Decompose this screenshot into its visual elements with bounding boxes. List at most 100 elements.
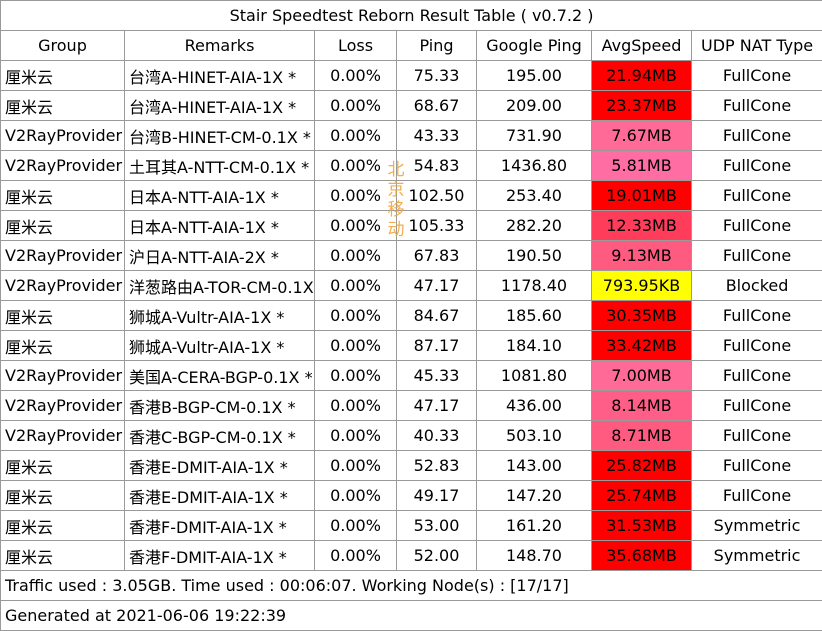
ping-cell: 52.83 — [397, 451, 477, 481]
loss-cell: 0.00% — [315, 271, 397, 301]
ping-cell: 105.33 — [397, 211, 477, 241]
ping-cell: 45.33 — [397, 361, 477, 391]
loss-cell: 0.00% — [315, 301, 397, 331]
title-row: Stair Speedtest Reborn Result Table ( v0… — [1, 1, 822, 31]
ping-cell: 54.83 — [397, 151, 477, 181]
loss-cell: 0.00% — [315, 421, 397, 451]
remarks-cell: 洋葱路由A-TOR-CM-0.1X — [125, 271, 315, 301]
loss-cell: 0.00% — [315, 481, 397, 511]
udp-nat-type-cell: FullCone — [692, 211, 822, 241]
remarks-cell: 狮城A-Vultr-AIA-1X * — [125, 331, 315, 361]
header-ping: Ping — [397, 31, 477, 61]
google-ping-cell: 731.90 — [477, 121, 592, 151]
ping-cell: 68.67 — [397, 91, 477, 121]
google-ping-cell: 161.20 — [477, 511, 592, 541]
loss-cell: 0.00% — [315, 391, 397, 421]
group-cell: 厘米云 — [1, 511, 125, 541]
ping-cell: 49.17 — [397, 481, 477, 511]
group-cell: V2RayProvider — [1, 421, 125, 451]
ping-cell: 75.33 — [397, 61, 477, 91]
udp-nat-type-cell: FullCone — [692, 391, 822, 421]
remarks-cell: 香港E-DMIT-AIA-1X * — [125, 451, 315, 481]
google-ping-cell: 195.00 — [477, 61, 592, 91]
header-row: Group Remarks Loss Ping Google Ping AvgS… — [1, 31, 822, 61]
remarks-cell: 香港F-DMIT-AIA-1X * — [125, 511, 315, 541]
ping-cell: 84.67 — [397, 301, 477, 331]
ping-cell: 47.17 — [397, 271, 477, 301]
table-title: Stair Speedtest Reborn Result Table ( v0… — [1, 1, 822, 31]
google-ping-cell: 1436.80 — [477, 151, 592, 181]
remarks-cell: 沪日A-NTT-AIA-2X * — [125, 241, 315, 271]
avg-speed-cell: 25.74MB — [592, 481, 692, 511]
google-ping-cell: 184.10 — [477, 331, 592, 361]
group-cell: 厘米云 — [1, 301, 125, 331]
remarks-cell: 美国A-CERA-BGP-0.1X * — [125, 361, 315, 391]
watermark-char: 移 — [386, 200, 406, 220]
udp-nat-type-cell: FullCone — [692, 361, 822, 391]
udp-nat-type-cell: Blocked — [692, 271, 822, 301]
loss-cell: 0.00% — [315, 151, 397, 181]
group-cell: 厘米云 — [1, 181, 125, 211]
group-cell: 厘米云 — [1, 61, 125, 91]
header-group: Group — [1, 31, 125, 61]
remarks-cell: 香港C-BGP-CM-0.1X * — [125, 421, 315, 451]
loss-cell: 0.00% — [315, 91, 397, 121]
watermark-text: 北京移动 — [386, 160, 406, 240]
ping-cell: 40.33 — [397, 421, 477, 451]
loss-cell: 0.00% — [315, 331, 397, 361]
avg-speed-cell: 12.33MB — [592, 211, 692, 241]
watermark-char: 北 — [386, 160, 406, 180]
udp-nat-type-cell: FullCone — [692, 61, 822, 91]
ping-cell: 47.17 — [397, 391, 477, 421]
avg-speed-cell: 7.00MB — [592, 361, 692, 391]
avg-speed-cell: 7.67MB — [592, 121, 692, 151]
remarks-cell: 狮城A-Vultr-AIA-1X * — [125, 301, 315, 331]
udp-nat-type-cell: FullCone — [692, 151, 822, 181]
group-cell: V2RayProvider — [1, 271, 125, 301]
udp-nat-type-cell: FullCone — [692, 331, 822, 361]
avg-speed-cell: 8.71MB — [592, 421, 692, 451]
ping-cell: 53.00 — [397, 511, 477, 541]
remarks-cell: 土耳其A-NTT-CM-0.1X * — [125, 151, 315, 181]
header-google-ping: Google Ping — [477, 31, 592, 61]
watermark-char: 京 — [386, 180, 406, 200]
loss-cell: 0.00% — [315, 541, 397, 571]
remarks-cell: 日本A-NTT-AIA-1X * — [125, 211, 315, 241]
avg-speed-cell: 35.68MB — [592, 541, 692, 571]
header-avg-speed: AvgSpeed — [592, 31, 692, 61]
google-ping-cell: 503.10 — [477, 421, 592, 451]
remarks-cell: 香港B-BGP-CM-0.1X * — [125, 391, 315, 421]
avg-speed-cell: 31.53MB — [592, 511, 692, 541]
ping-cell: 87.17 — [397, 331, 477, 361]
avg-speed-cell: 9.13MB — [592, 241, 692, 271]
group-cell: V2RayProvider — [1, 391, 125, 421]
google-ping-cell: 143.00 — [477, 451, 592, 481]
avg-speed-cell: 21.94MB — [592, 61, 692, 91]
header-udp-nat-type: UDP NAT Type — [692, 31, 822, 61]
ping-cell: 52.00 — [397, 541, 477, 571]
group-cell: V2RayProvider — [1, 121, 125, 151]
traffic-summary: Traffic used : 3.05GB. Time used : 00:06… — [1, 571, 822, 601]
udp-nat-type-cell: FullCone — [692, 241, 822, 271]
remarks-cell: 台湾A-HINET-AIA-1X * — [125, 61, 315, 91]
group-cell: V2RayProvider — [1, 151, 125, 181]
loss-cell: 0.00% — [315, 61, 397, 91]
header-remarks: Remarks — [125, 31, 315, 61]
udp-nat-type-cell: FullCone — [692, 121, 822, 151]
udp-nat-type-cell: FullCone — [692, 421, 822, 451]
loss-cell: 0.00% — [315, 181, 397, 211]
udp-nat-type-cell: FullCone — [692, 301, 822, 331]
group-cell: 厘米云 — [1, 331, 125, 361]
group-cell: V2RayProvider — [1, 241, 125, 271]
avg-speed-cell: 793.95KB — [592, 271, 692, 301]
loss-cell: 0.00% — [315, 121, 397, 151]
